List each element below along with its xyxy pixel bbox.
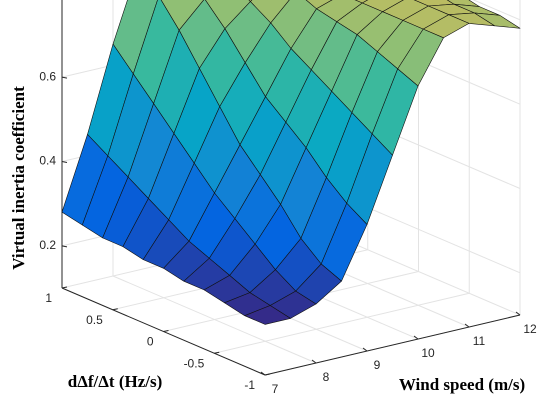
x-tick-label: 7 [272,382,279,396]
x-axis-label: Wind speed (m/s) [399,375,525,394]
y-tick [61,286,68,289]
y-grid-line [214,292,470,354]
y-tick [163,330,169,332]
z-tick-label: 0.2 [39,238,56,252]
x-tick-label: 9 [374,358,381,372]
x-tick-label: 8 [323,370,330,384]
x-tick-label: 12 [523,322,537,336]
y-tick-label: -0.5 [184,356,205,370]
x-tick [311,359,317,364]
x-tick-label: 11 [473,334,486,348]
surface-patch [244,305,291,325]
x-tick [515,311,521,316]
y-tick-label: 0.5 [86,313,103,327]
y-tick [214,351,220,354]
x-tick [260,371,266,376]
y-tick-label: 0 [147,335,154,349]
y-tick-label: -1 [244,378,255,392]
x-tick [362,347,368,352]
x-tick [464,323,470,328]
z-tick [61,245,68,248]
z-tick [61,161,68,163]
x-tick-label: 10 [421,346,435,360]
y-tick [112,308,118,311]
surface-patch [354,0,369,4]
y-tick-label: 1 [45,291,52,305]
z-tick [61,76,68,79]
surface [61,0,521,325]
z-grid-line [472,0,521,21]
labels: 0.20.40.60.8789101112-1-0.500.51 [39,69,537,396]
y-axis-label: dΔf/Δt (Hz/s) [68,372,163,391]
surface-patch [305,0,333,10]
x-tick [413,335,419,340]
x-axis [264,314,521,376]
z-tick-label: 0.6 [39,69,56,83]
y-tick [264,373,271,376]
z-tick-label: 0.4 [39,154,56,168]
z-axis-label: Virtual inertia coefficient [9,86,28,270]
